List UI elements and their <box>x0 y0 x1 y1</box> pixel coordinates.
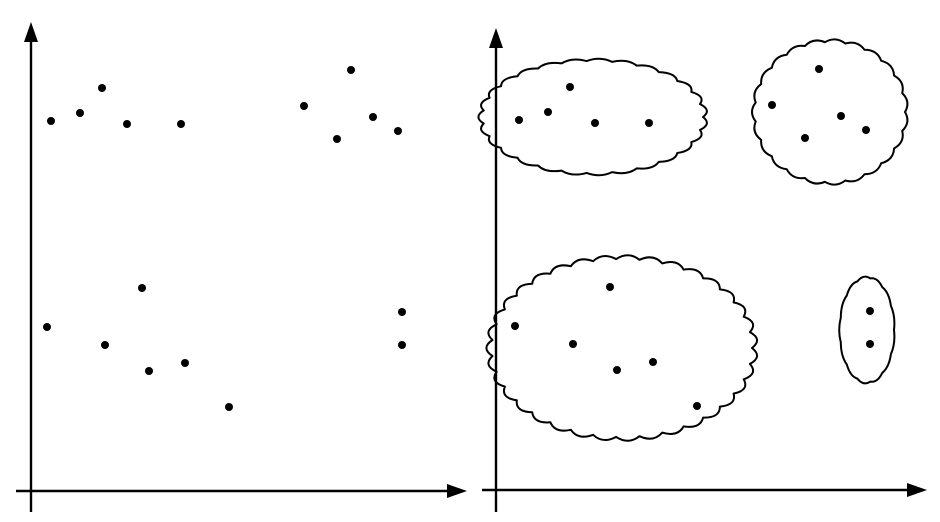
right-point <box>801 134 809 142</box>
cluster-bottom-left-outline <box>485 254 759 442</box>
left-point <box>123 120 131 128</box>
cluster-top-right-outline <box>751 38 909 186</box>
right-point <box>862 126 870 134</box>
right-point <box>768 101 776 109</box>
left-point <box>398 341 406 349</box>
right-point <box>815 65 823 73</box>
right-point <box>693 402 701 410</box>
left-point <box>98 84 106 92</box>
right-point <box>645 119 653 127</box>
left-point <box>398 308 406 316</box>
left-point <box>300 102 308 110</box>
left-y-axis-arrow <box>24 22 38 42</box>
right-point <box>606 283 614 291</box>
right-point <box>613 366 621 374</box>
left-point <box>177 120 185 128</box>
cluster-top-left-outline <box>477 57 708 177</box>
left-point <box>394 127 402 135</box>
left-point <box>145 367 153 375</box>
right-clusters <box>477 38 909 442</box>
right-point <box>566 83 574 91</box>
left-point <box>76 109 84 117</box>
right-point <box>649 358 657 366</box>
right-point <box>837 112 845 120</box>
left-panel <box>16 22 467 512</box>
left-point <box>43 323 51 331</box>
left-points <box>43 66 406 411</box>
right-point <box>569 340 577 348</box>
right-point <box>866 340 874 348</box>
left-point <box>101 341 109 349</box>
left-x-axis-arrow <box>447 484 467 498</box>
right-point <box>866 307 874 315</box>
right-point <box>591 119 599 127</box>
right-points <box>511 65 874 410</box>
right-point <box>511 322 519 330</box>
left-point <box>333 135 341 143</box>
left-point <box>47 117 55 125</box>
left-point <box>369 113 377 121</box>
right-panel <box>477 28 927 512</box>
left-point <box>138 284 146 292</box>
right-point <box>544 108 552 116</box>
left-point <box>225 403 233 411</box>
left-point <box>347 66 355 74</box>
cluster-bottom-right-outline <box>838 275 896 385</box>
left-point <box>181 359 189 367</box>
right-x-axis-arrow <box>907 483 927 497</box>
right-y-axis-arrow <box>489 28 503 48</box>
right-point <box>515 116 523 124</box>
